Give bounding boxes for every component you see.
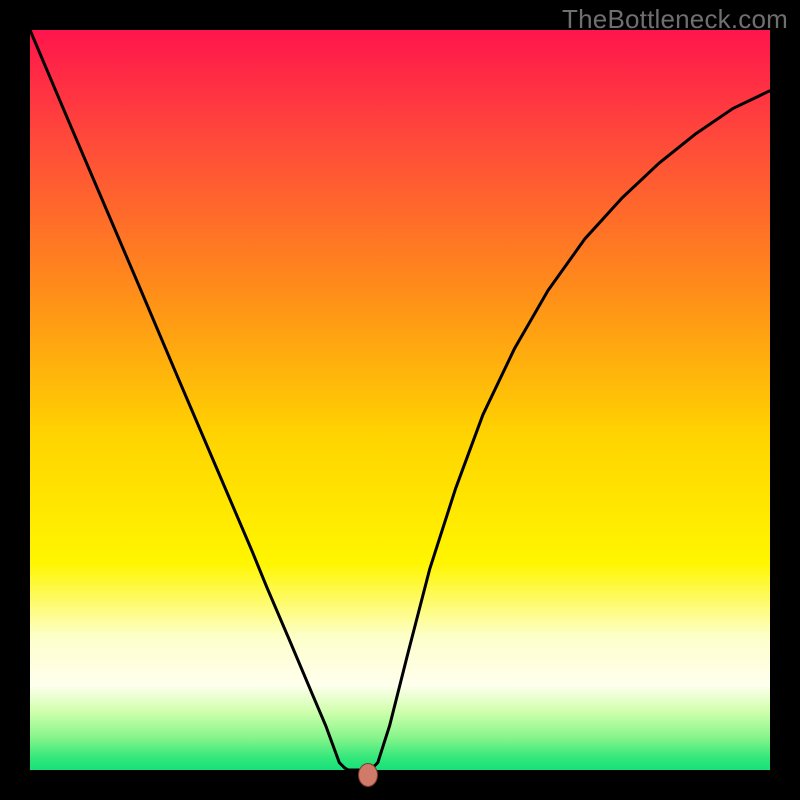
watermark-text: TheBottleneck.com [562, 4, 788, 35]
optimum-marker [358, 763, 378, 787]
chart-frame: TheBottleneck.com [0, 0, 800, 800]
bottleneck-curve [0, 0, 800, 800]
